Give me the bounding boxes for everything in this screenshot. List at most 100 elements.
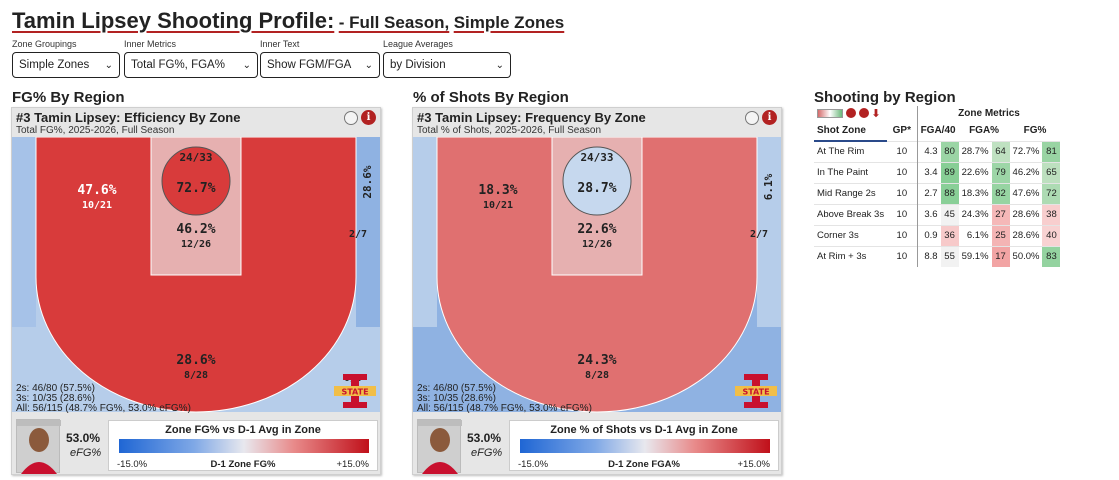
shooting-by-region-heading: Shooting by Region: [814, 89, 956, 106]
legend-max: +15.0%: [336, 459, 370, 470]
panel-footer: 53.0% eFG% Zone % of Shots vs D-1 Avg in…: [413, 417, 781, 475]
zone-right-corner[interactable]: [356, 137, 380, 327]
inner-text-select[interactable]: Show FGM/FGA ⌄: [260, 52, 380, 78]
zone-cell: Corner 3s: [814, 224, 888, 246]
chevron-down-icon: ⌄: [364, 59, 373, 71]
fga40-pctile: 36: [940, 224, 959, 246]
three-value-label: 28.6%: [176, 353, 215, 368]
toggle-button[interactable]: [344, 111, 358, 125]
fgap-pctile: 79: [991, 161, 1010, 183]
table-row: Above Break 3s 10 3.6 45 24.3% 27 28.6% 38: [814, 203, 1061, 225]
table-toolbar: ⬇: [814, 106, 917, 120]
legend-center: D-1 Zone FGA%: [608, 459, 680, 470]
three-value-label: 24.3%: [577, 353, 616, 368]
col-fgap[interactable]: FGA%: [969, 124, 1000, 136]
zone-right-corner[interactable]: [757, 137, 781, 327]
legend-gradient: [119, 439, 369, 453]
fg-cell: 46.2%: [1009, 161, 1043, 183]
fga40-pctile: 45: [940, 203, 959, 225]
legend-gradient: [520, 439, 770, 453]
zone-rim[interactable]: [161, 146, 231, 216]
zone-left-corner[interactable]: [413, 137, 437, 327]
fga40-cell: 8.8: [916, 245, 941, 267]
team-logo: STATE: [334, 374, 376, 408]
close-icon[interactable]: [845, 108, 856, 118]
fg-pctile: 83: [1042, 245, 1061, 267]
fg-cell: 72.7%: [1009, 140, 1043, 162]
inner-text-value: Show FGM/FGA: [267, 59, 352, 71]
paint-value-label: 22.6%: [577, 222, 616, 237]
gp-cell: 10: [887, 182, 918, 204]
legend-min: -15.0%: [117, 459, 148, 470]
settings-icon[interactable]: [858, 108, 869, 118]
league-averages-select[interactable]: by Division ⌄: [383, 52, 511, 78]
shots-by-region-heading: % of Shots By Region: [413, 89, 569, 106]
efg-value: 53.0%: [467, 431, 502, 445]
info-icon[interactable]: i: [361, 110, 376, 125]
fga40-cell: 3.4: [916, 161, 941, 183]
fgap-pctile: 27: [991, 203, 1010, 225]
zone-cell: Mid Range 2s: [814, 182, 888, 204]
corner-frac-label: 2/7: [349, 229, 367, 240]
zone-rim[interactable]: [562, 146, 632, 216]
legend-min: -15.0%: [518, 459, 549, 470]
inner-metrics-value: Total FG%, FGA%: [131, 59, 225, 71]
gp-cell: 10: [887, 140, 918, 162]
corner-value-label: 6.1%: [762, 173, 775, 200]
col-shot-zone[interactable]: Shot Zone: [814, 120, 888, 142]
fga40-pctile: 80: [940, 140, 959, 162]
zone-cell: Above Break 3s: [814, 203, 888, 225]
shot-zone-court: 24/33 72.7% 46.2% 12/26 47.6% 10/21 28.6…: [12, 137, 380, 417]
col-fga40[interactable]: FGA/40: [916, 120, 959, 141]
color-legend: Zone FG% vs D-1 Avg in Zone -15.0% D-1 Z…: [108, 420, 378, 471]
all-stat: All: 56/115 (48.7% FG%, 53.0% eFG%): [16, 403, 191, 414]
efg-value: 53.0%: [66, 431, 101, 445]
info-icon[interactable]: i: [762, 110, 777, 125]
fgap-pctile: 25: [991, 224, 1010, 246]
inner-text-label: Inner Text: [260, 39, 300, 49]
panel-header: #3 Tamin Lipsey: Efficiency By Zone: [16, 110, 241, 125]
mid-value-label: 18.3%: [478, 183, 517, 198]
gp-cell: 10: [887, 224, 918, 246]
player-avatar: [16, 419, 61, 474]
league-averages-control: League Averages by Division ⌄: [383, 38, 511, 78]
twos-stat: 2s: 46/80 (57.5%): [417, 383, 496, 394]
panel-header: #3 Tamin Lipsey: Frequency By Zone: [417, 110, 646, 125]
league-averages-value: by Division: [390, 59, 446, 71]
zone-left-corner[interactable]: [12, 137, 36, 327]
table-row: Mid Range 2s 10 2.7 88 18.3% 82 47.6% 72: [814, 182, 1061, 204]
fgap-pctile: 64: [991, 140, 1010, 162]
chevron-down-icon: ⌄: [495, 59, 504, 71]
inner-text-control: Inner Text Show FGM/FGA ⌄: [260, 38, 380, 78]
fgap-cell: 59.1%: [958, 245, 992, 267]
zones-link[interactable]: Simple Zones: [453, 13, 565, 32]
fga40-pctile: 55: [940, 245, 959, 267]
fgap-pctile: 17: [991, 245, 1010, 267]
panel-subheader: Total FG%, 2025-2026, Full Season: [16, 125, 175, 136]
download-icon[interactable]: ⬇: [871, 107, 881, 120]
shooting-by-region-table: ⬇ Zone Metrics Shot Zone GP* FGA/40 FGA%…: [814, 106, 1061, 267]
three-frac-label: 8/28: [184, 370, 208, 381]
panel-subheader: Total % of Shots, 2025-2026, Full Season: [417, 125, 602, 136]
player-profile-title: Tamin Lipsey Shooting Profile:: [12, 8, 335, 33]
season-link[interactable]: - Full Season,: [338, 13, 450, 32]
all-stat: All: 56/115 (48.7% FG%, 53.0% eFG%): [417, 403, 592, 414]
player-avatar: [417, 419, 462, 474]
table-row: In The Paint 10 3.4 89 22.6% 79 46.2% 65: [814, 161, 1061, 183]
corner-frac-label: 2/7: [750, 229, 768, 240]
color-scale-icon[interactable]: [817, 108, 843, 118]
fg-pctile: 65: [1042, 161, 1061, 183]
zone-groupings-select[interactable]: Simple Zones ⌄: [12, 52, 120, 78]
table-body: At The Rim 10 4.3 80 28.7% 64 72.7% 81 In The Pa…: [814, 140, 1061, 267]
fga40-pctile: 88: [940, 182, 959, 204]
table-row: At The Rim 10 4.3 80 28.7% 64 72.7% 81: [814, 140, 1061, 162]
legend-max: +15.0%: [737, 459, 771, 470]
paint-frac-label: 12/26: [181, 239, 211, 250]
toggle-button[interactable]: [745, 111, 759, 125]
inner-metrics-select[interactable]: Total FG%, FGA% ⌄: [124, 52, 258, 78]
fg-pctile: 40: [1042, 224, 1061, 246]
efg-label: eFG%: [471, 447, 503, 459]
col-gp[interactable]: GP*: [892, 124, 911, 136]
col-fg[interactable]: FG%: [1023, 124, 1047, 136]
color-legend: Zone % of Shots vs D-1 Avg in Zone -15.0…: [509, 420, 779, 471]
